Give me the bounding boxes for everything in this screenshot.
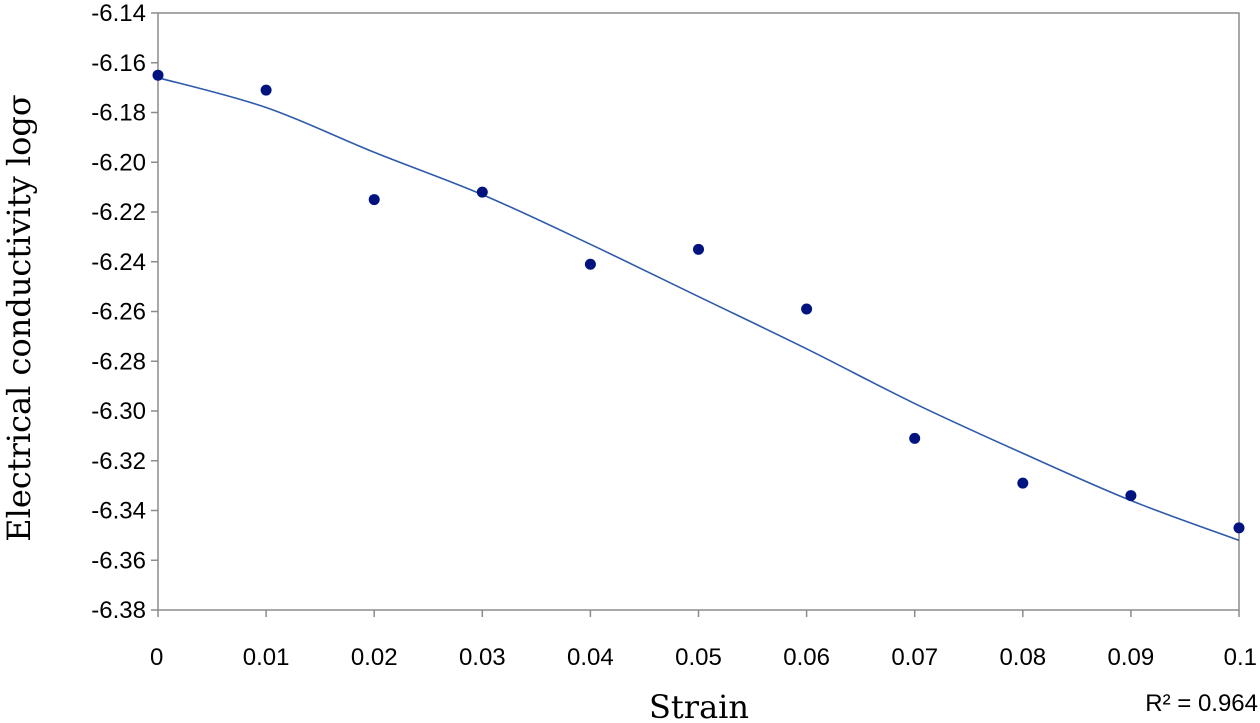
- data-point: [1017, 477, 1029, 489]
- y-tick-label: -6.20: [91, 149, 146, 176]
- r-squared-annotation: R² = 0.964: [1145, 690, 1258, 717]
- data-point: [693, 243, 704, 255]
- y-tick-label: -6.18: [91, 100, 146, 127]
- y-tick-label: -6.16: [91, 50, 146, 77]
- y-tick-label: -6.26: [91, 299, 146, 326]
- trendline: [157, 76, 1240, 542]
- data-point: [909, 432, 921, 444]
- y-tick-label: -6.32: [91, 448, 146, 475]
- x-tick-label: 0.06: [783, 644, 830, 671]
- y-tick-label: -6.36: [91, 547, 146, 574]
- x-tick-label: 0.1: [1224, 644, 1257, 671]
- x-tick-label: 0.08: [999, 644, 1046, 671]
- x-tick-label: 0.04: [567, 644, 614, 671]
- data-point: [584, 258, 596, 270]
- data-point: [152, 69, 164, 81]
- x-tick-label: 0.01: [243, 644, 290, 671]
- data-point: [1125, 490, 1137, 502]
- plot-border: [157, 12, 1240, 611]
- x-tick-label: 0.09: [1108, 644, 1155, 671]
- y-tick-label: -6.38: [91, 597, 146, 624]
- data-point: [260, 84, 272, 96]
- y-axis-ticks: -6.14 -6.16 -6.18 -6.20 -6.22 -6.24 -6.26 -6.28…: [91, 0, 158, 624]
- y-tick-label: -6.22: [91, 199, 146, 226]
- y-axis-title: Electrical conductivity logσ: [0, 94, 38, 541]
- y-tick-label: -6.14: [91, 0, 146, 27]
- x-axis-ticks: 0 0.01 0.02 0.03 0.04 0.05 0.06 0.07 0.08 0.09 0.1: [150, 610, 1257, 671]
- x-axis-title: Strain: [649, 688, 749, 723]
- x-tick-label: 0.07: [891, 644, 938, 671]
- data-point: [801, 303, 813, 315]
- plot-area: [157, 12, 1240, 611]
- x-tick-label: 0: [150, 644, 163, 671]
- data-point: [368, 194, 380, 206]
- x-tick-label: 0.03: [459, 644, 506, 671]
- y-tick-label: -6.24: [91, 249, 146, 276]
- y-tick-label: -6.30: [91, 398, 146, 425]
- x-tick-label: 0.02: [351, 644, 398, 671]
- data-point: [1233, 522, 1245, 534]
- y-tick-label: -6.28: [91, 348, 146, 375]
- y-tick-label: -6.34: [91, 498, 146, 525]
- data-point: [476, 186, 488, 198]
- x-tick-label: 0.05: [675, 644, 722, 671]
- data-points: [152, 69, 1245, 534]
